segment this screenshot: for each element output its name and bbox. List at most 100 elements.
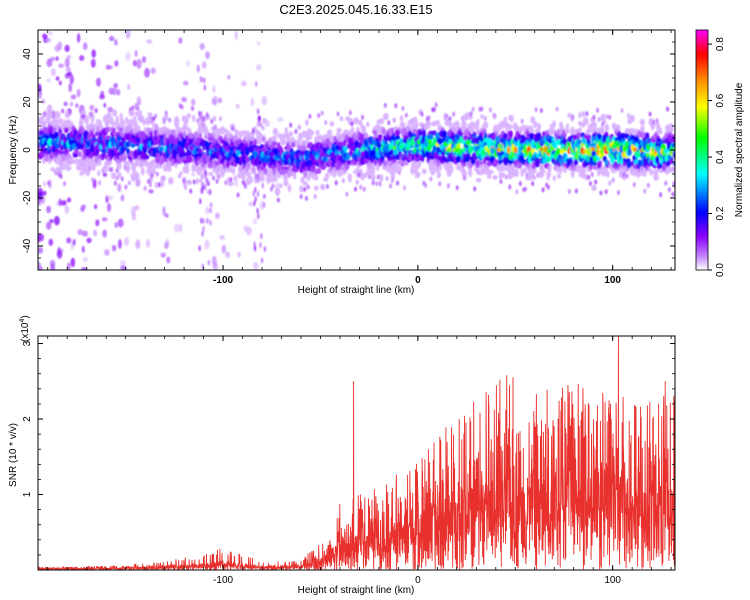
spectrogram-cell — [487, 160, 492, 167]
spectrogram-cell — [46, 205, 52, 214]
spectrogram-cell — [256, 164, 260, 171]
spectrogram-cell — [404, 112, 408, 118]
spectrogram-cell — [625, 173, 629, 179]
spectrogram-cell — [597, 167, 603, 175]
spectrogram-cell — [235, 103, 240, 110]
spectrogram-cell — [459, 166, 464, 172]
spectrogram-cell — [166, 256, 171, 264]
spectrogram-cell — [256, 190, 260, 197]
spectrogram-cell — [323, 177, 329, 182]
spectrogram-cell — [261, 174, 265, 182]
spectrogram-cell — [42, 180, 47, 187]
spectrogram-cell — [227, 74, 231, 80]
spectrogram-cell — [358, 119, 363, 127]
spectrogram-cell — [407, 130, 413, 138]
spectrogram-cell — [247, 176, 254, 184]
spectrogram-cell — [117, 218, 124, 228]
spectrogram-cell — [581, 110, 586, 118]
spectrogram-cell — [412, 116, 418, 125]
spectrogram-cell — [65, 67, 72, 73]
x-tick-label: 100 — [604, 575, 621, 586]
spectrogram-cell — [107, 195, 114, 201]
spectrogram-cell — [48, 31, 53, 36]
spectrogram-cell — [70, 101, 73, 107]
spectrogram-cell — [578, 127, 582, 134]
spectrogram-cell — [261, 125, 265, 131]
spectrogram-cell — [241, 179, 245, 185]
spectrogram-cell — [257, 137, 262, 145]
spectrogram-cell — [435, 132, 440, 140]
y-tick-label: 1 — [22, 491, 33, 497]
spectrogram-cell — [238, 159, 243, 166]
spectrogram-cell — [590, 147, 596, 152]
spectrogram-cell — [378, 181, 382, 187]
spectrogram-cell — [254, 186, 257, 193]
spectrogram-cell — [233, 135, 238, 142]
spectrogram-cell — [102, 165, 109, 171]
spectrogram-cell — [492, 112, 496, 118]
spectrogram-cell — [145, 238, 151, 248]
spectrogram-cell — [303, 144, 307, 152]
spectrogram-cell — [79, 126, 85, 133]
spectrogram-cell — [201, 115, 204, 122]
spectrogram-cell — [55, 56, 59, 61]
spectrogram-cell — [515, 189, 519, 195]
spectrogram-cell — [539, 108, 543, 113]
spectrogram-cell — [186, 179, 193, 185]
spectrogram-cell — [262, 117, 267, 124]
spectrogram-cell — [587, 174, 591, 180]
spectrogram-cell — [541, 168, 546, 174]
spectrogram-cell — [483, 115, 487, 121]
spectrogram-cell — [650, 155, 654, 161]
spectrogram-cell — [360, 172, 365, 181]
spectrogram-cell — [379, 117, 385, 125]
spectrogram-cell — [485, 165, 490, 172]
spectrogram-cell — [114, 222, 119, 229]
spectrogram-cell — [214, 95, 218, 101]
spectrogram-cell — [252, 190, 255, 197]
spectrogram-cell — [38, 261, 42, 270]
y-tick-label: 3 — [22, 340, 33, 346]
spectrogram-cell — [147, 178, 151, 184]
spectrogram-cell — [286, 154, 290, 162]
spectrogram-cell — [576, 138, 581, 145]
spectrogram-cell — [671, 191, 675, 197]
spectrogram-cell — [199, 76, 203, 83]
spectrogram-cell — [592, 165, 599, 170]
spectrogram-cell — [129, 110, 135, 117]
spectrogram-cell — [126, 168, 130, 174]
spectrogram-cell — [205, 206, 209, 216]
spectrogram-cell — [84, 116, 89, 124]
spectrogram-cell — [664, 180, 668, 186]
spectrogram-cell — [54, 44, 61, 53]
x-tick-label: 0 — [415, 575, 421, 586]
spectrogram-cell — [97, 170, 101, 177]
spectrogram-cell — [427, 115, 431, 121]
spectrogram-cell — [207, 259, 210, 266]
spectrogram-cell — [366, 121, 370, 127]
spectrogram-cell — [280, 139, 286, 146]
x-tick-label: 0 — [415, 275, 421, 286]
spectrogram-cell — [85, 123, 90, 130]
spectrogram-cell — [148, 182, 152, 188]
spectrogram-cell — [199, 198, 202, 205]
spectrogram-cell — [397, 170, 401, 175]
spectrogram-cell — [255, 156, 258, 163]
spectrogram-cell — [534, 159, 540, 168]
spectrogram-cell — [499, 179, 503, 185]
figure-title: C2E3.2025.045.16.33.E15 — [279, 2, 432, 17]
snr-line — [38, 336, 675, 570]
spectrogram-cell — [117, 165, 122, 170]
spectrogram-cell — [240, 80, 247, 87]
spectrogram-cell — [363, 132, 369, 139]
spectrogram-cell — [155, 171, 159, 177]
spectrogram-cell — [210, 118, 214, 124]
spectrogram-cell — [66, 197, 72, 203]
spectrogram-cell — [276, 197, 280, 203]
spectrogram-cell — [55, 110, 61, 119]
spectrogram-cell — [565, 123, 570, 130]
spectrogram-cell — [154, 113, 158, 119]
spectrogram-cell — [168, 177, 174, 185]
spectrogram-cell — [456, 144, 461, 149]
